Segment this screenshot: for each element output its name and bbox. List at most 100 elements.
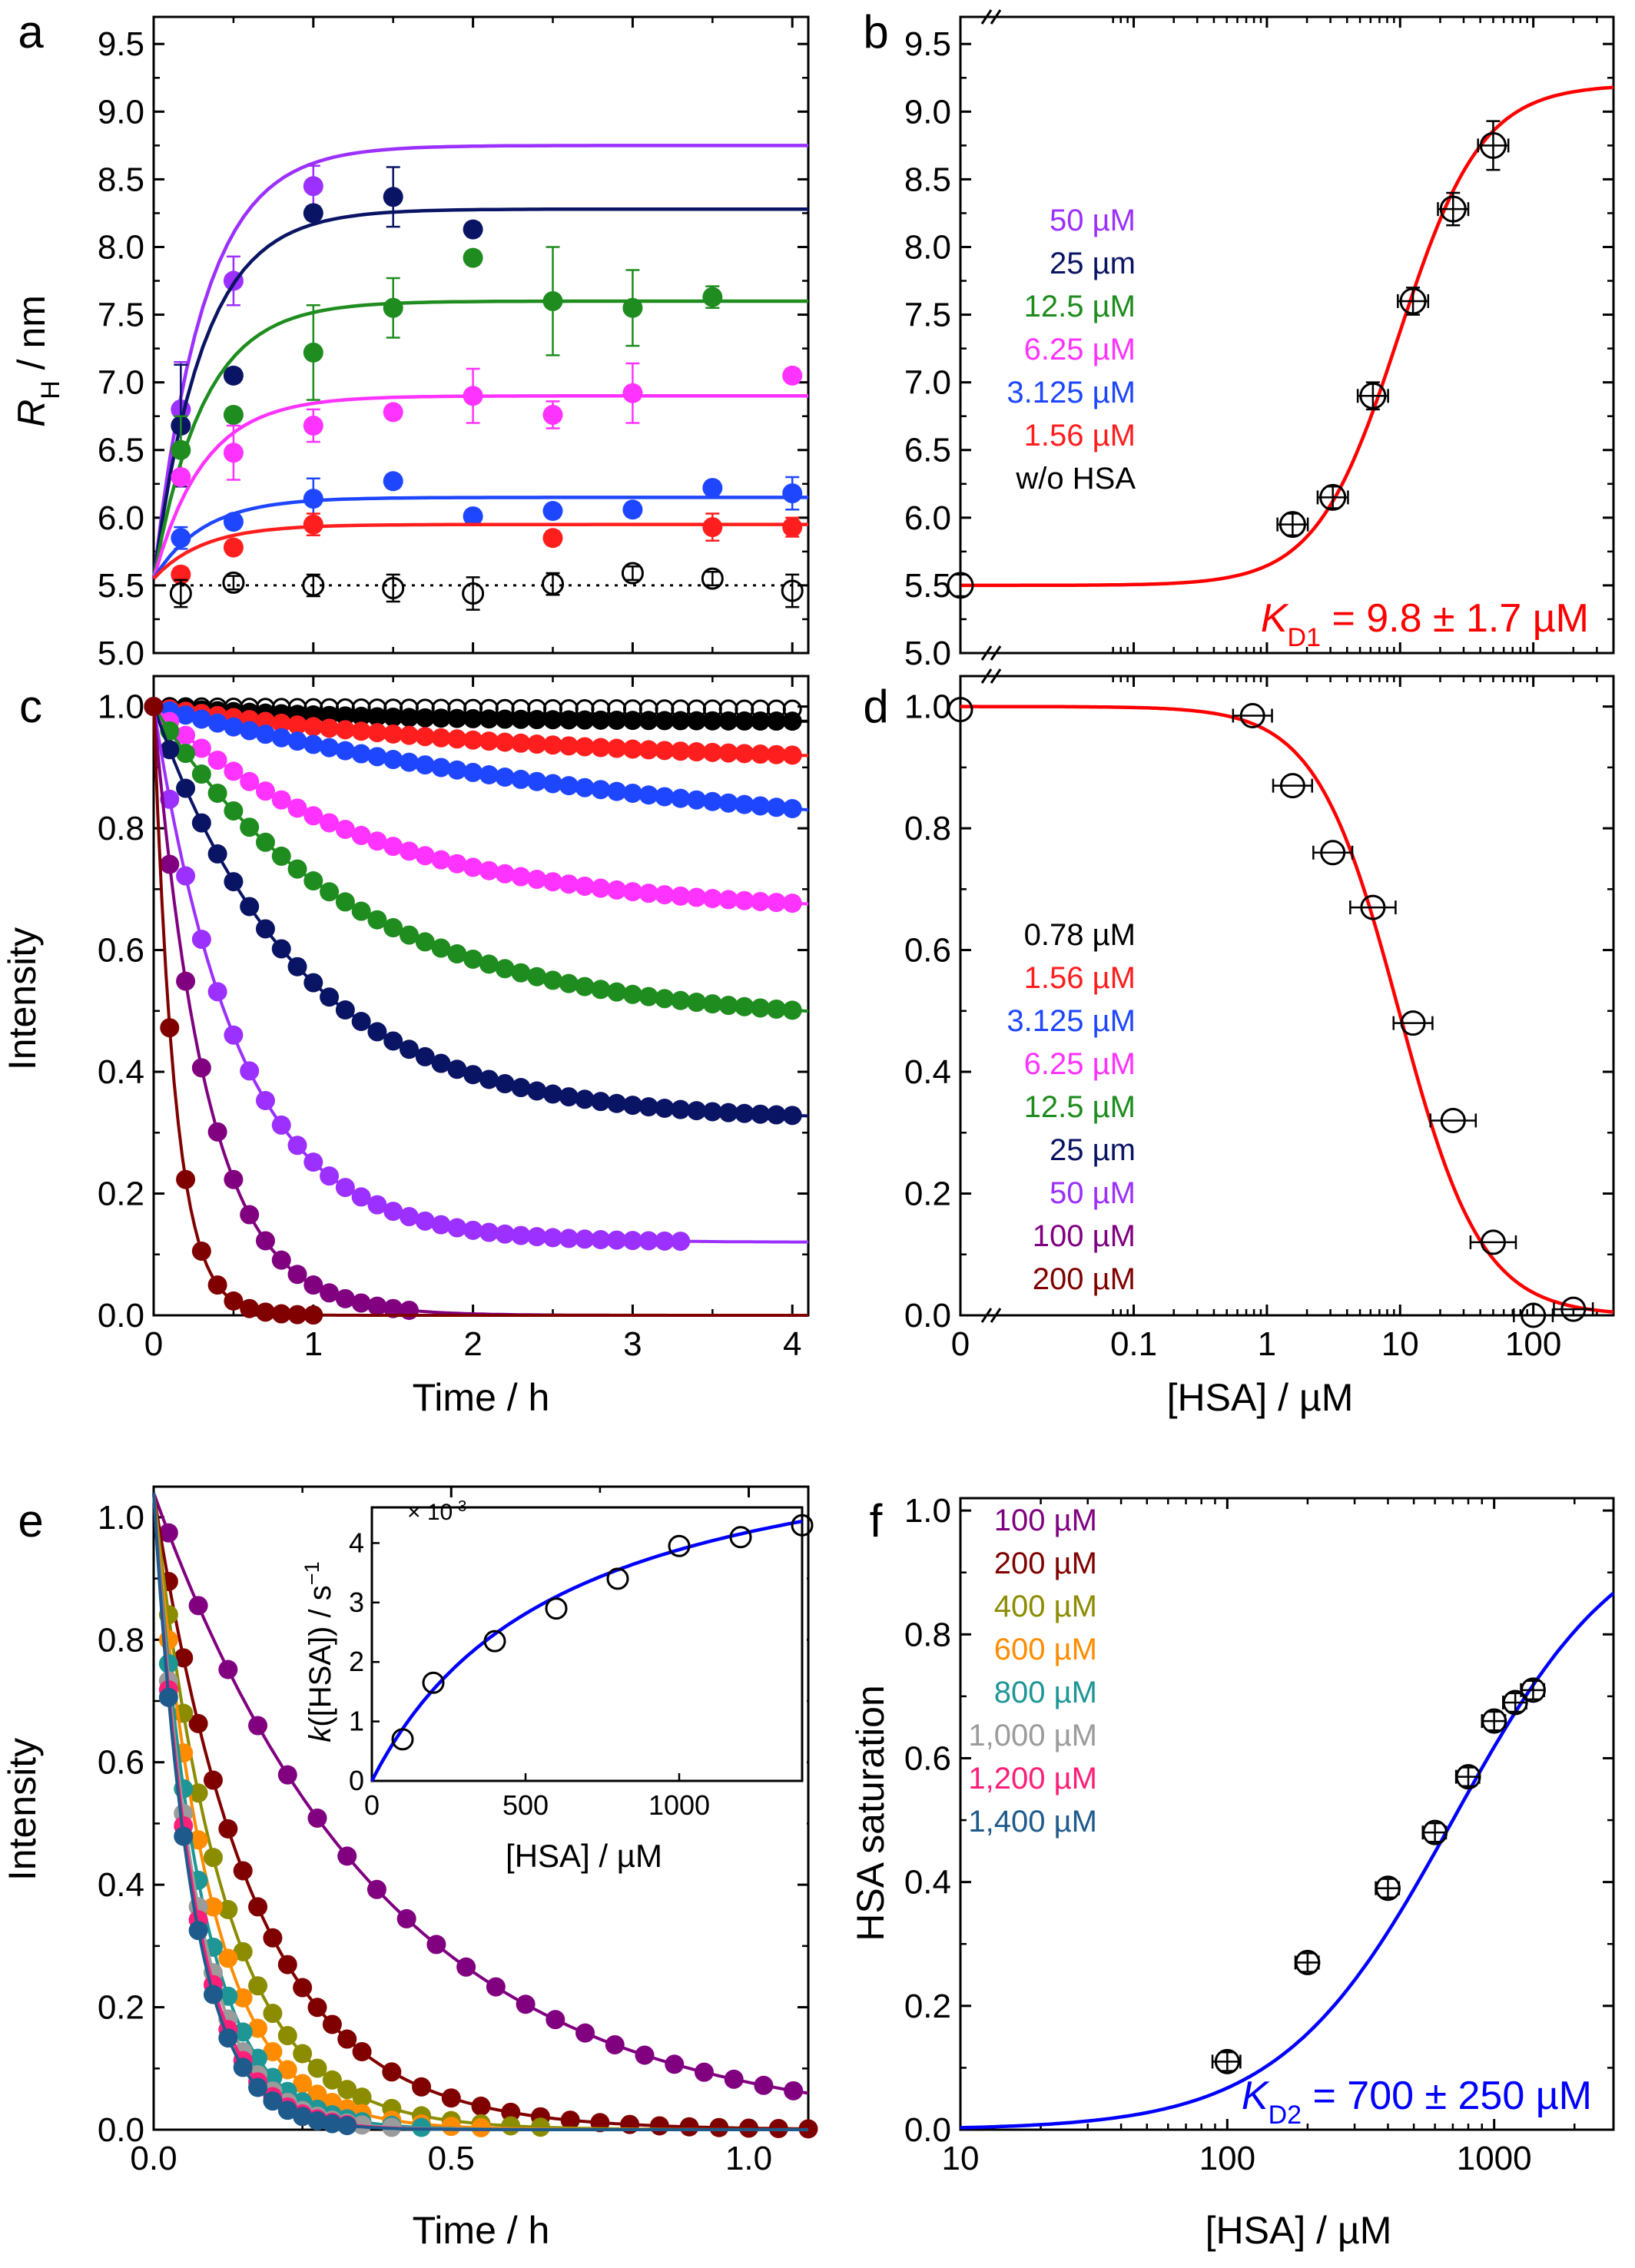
y-tick-label: 0.6	[98, 932, 144, 970]
data-point	[638, 785, 658, 805]
data-point	[542, 572, 565, 595]
data-point	[277, 2101, 297, 2120]
data-point	[687, 790, 707, 810]
data-point	[591, 878, 611, 898]
inset-y-tick-label: 4	[349, 1527, 364, 1558]
data-point	[735, 744, 754, 764]
data-point	[399, 752, 419, 772]
data-point	[277, 1955, 297, 1975]
data-point	[335, 892, 355, 912]
kd2-subscript: D2	[1269, 2101, 1302, 2130]
y-tick-label: 9.5	[98, 25, 144, 63]
data-point	[463, 949, 483, 969]
data-point	[287, 731, 307, 751]
data-point	[271, 846, 291, 866]
data-point	[622, 1231, 642, 1251]
legend-entry: 100 µM	[994, 1504, 1097, 1537]
kd1-symbol: K	[1261, 596, 1289, 641]
data-point	[638, 740, 658, 760]
data-point	[655, 787, 675, 807]
data-point	[352, 2041, 372, 2061]
data-point	[248, 1976, 268, 1996]
data-point	[665, 2054, 685, 2074]
data-point	[415, 755, 435, 775]
y-tick-label: 0.8	[904, 810, 951, 847]
data-point	[575, 1089, 595, 1109]
data-point	[303, 176, 323, 197]
y-tick-label: 8.5	[904, 161, 951, 198]
y-tick-label: 5.0	[904, 635, 951, 672]
data-point	[782, 894, 802, 914]
data-point	[622, 711, 642, 731]
data-point	[479, 1222, 499, 1242]
legend-entry: 12.5 µM	[1024, 1090, 1136, 1124]
data-point	[605, 2034, 625, 2054]
data-point	[479, 860, 499, 880]
data-point	[367, 707, 387, 727]
panel-a: 5.0 5.5 6.0 6.5 7.0 7.5 8.0 8.5 9.0 9.5 a RH / nm	[10, 6, 810, 672]
data-point	[591, 980, 611, 1000]
data-point	[543, 774, 563, 794]
panel-f: 0.0 0.2 0.4 0.6 0.8 1.0 10 100 1000 f HSA saturati…	[849, 1492, 1615, 2252]
panel-c: 0.0 0.2 0.4 0.6 0.8 1.0 0 1 2 3 4 c Intensity Time / …	[1, 675, 810, 1419]
data-point	[447, 944, 467, 964]
legend-entry: 1,200 µM	[968, 1762, 1097, 1796]
data-point	[302, 574, 325, 597]
data-point	[575, 2023, 595, 2043]
data-point	[271, 1304, 291, 1324]
inset-y-label-part: −1	[300, 1561, 323, 1585]
data-point	[495, 709, 515, 729]
legend-entry: 6.25 µM	[1024, 1047, 1136, 1081]
data-point	[559, 736, 579, 756]
data-point	[303, 342, 323, 363]
data-point	[479, 954, 499, 974]
data-point	[412, 2077, 432, 2097]
y-tick-label: 8.0	[98, 228, 144, 266]
data-point	[383, 750, 403, 770]
data-point	[399, 708, 419, 728]
data-point	[671, 1232, 691, 1252]
data-point	[431, 758, 451, 778]
data-point	[307, 2084, 327, 2104]
x-tick-label: 1.0	[725, 2140, 772, 2177]
legend-entry: 1.56 µM	[1024, 961, 1136, 995]
data-point	[415, 1046, 435, 1066]
data-point	[320, 718, 340, 738]
panel-letter-a: a	[18, 6, 44, 58]
data-point	[782, 745, 802, 765]
data-point	[575, 778, 595, 797]
inset-multiplier-part: -3	[453, 1498, 466, 1515]
data-point	[607, 880, 627, 900]
data-point	[463, 730, 483, 750]
data-point	[735, 794, 754, 814]
data-point	[224, 872, 244, 892]
data-point	[303, 1305, 323, 1325]
data-point	[188, 1830, 208, 1850]
data-point	[207, 1275, 227, 1295]
legend-entry: 50 µM	[1050, 1176, 1136, 1210]
data-point	[335, 741, 355, 761]
kd1-value: = 9.8 ± 1.7 µM	[1321, 596, 1589, 641]
data-point	[224, 761, 244, 781]
data-point	[287, 1305, 307, 1325]
y-tick-label: 0.4	[904, 1053, 951, 1091]
data-point	[263, 2041, 283, 2061]
data-point	[240, 897, 260, 917]
inset-multiplier-part: × 10	[407, 1500, 453, 1525]
data-point	[766, 744, 786, 764]
y-tick-label: 6.5	[98, 432, 144, 469]
axis-break	[980, 9, 993, 25]
data-point	[1320, 840, 1346, 866]
data-point	[1520, 1677, 1546, 1703]
data-point	[751, 1104, 771, 1124]
data-point	[366, 1879, 386, 1899]
data-point	[638, 1231, 658, 1251]
data-point	[543, 710, 563, 730]
data-point	[751, 711, 771, 731]
data-point	[471, 2096, 491, 2116]
data-point	[735, 711, 754, 731]
data-point	[527, 967, 547, 986]
panel-letter-e: e	[18, 1495, 43, 1547]
data-point	[671, 711, 691, 731]
data-point	[176, 744, 196, 764]
